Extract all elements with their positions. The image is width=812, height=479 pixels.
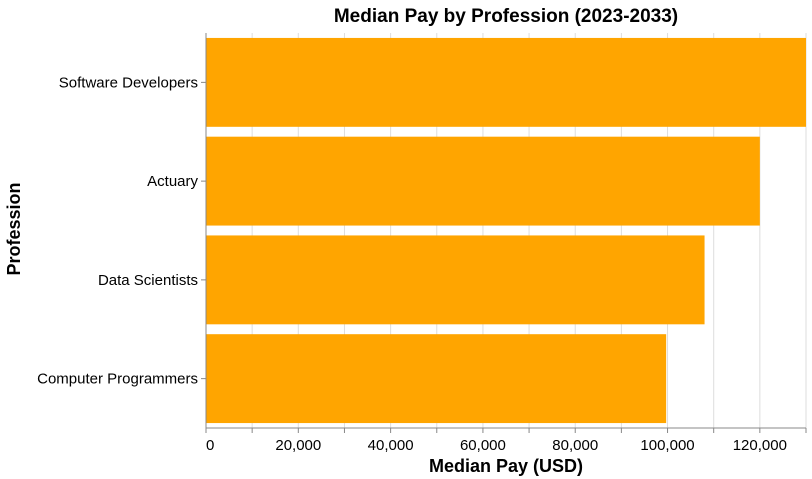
y-tick-label: Computer Programmers bbox=[37, 371, 198, 388]
bar bbox=[206, 334, 667, 424]
chart-title: Median Pay by Profession (2023-2033) bbox=[334, 6, 678, 27]
axes bbox=[205, 33, 806, 429]
x-tick-label: 120,000 bbox=[733, 437, 787, 454]
x-tick-label: 80,000 bbox=[552, 437, 598, 454]
bar bbox=[206, 235, 705, 325]
x-tick-label: 60,000 bbox=[460, 437, 506, 454]
y-tick-label: Actuary bbox=[147, 173, 198, 190]
x-axis-ticks: 0 20,000 40,000 60,000 80,000 100,000 120,000 bbox=[205, 428, 807, 454]
x-tick-label: 0 bbox=[206, 437, 214, 454]
x-tick-label: 100,000 bbox=[640, 437, 694, 454]
bars bbox=[206, 37, 806, 424]
x-tick-label: 20,000 bbox=[275, 437, 321, 454]
y-tick-label: Data Scientists bbox=[98, 272, 198, 289]
bar bbox=[206, 37, 806, 127]
x-axis-title: Median Pay (USD) bbox=[429, 456, 583, 476]
y-axis-title: Profession bbox=[4, 182, 24, 275]
bar bbox=[206, 136, 760, 226]
x-tick-label: 40,000 bbox=[368, 437, 414, 454]
y-tick-label: Software Developers bbox=[59, 74, 198, 91]
y-axis-ticks: Software Developers Actuary Data Scientist… bbox=[37, 74, 206, 388]
